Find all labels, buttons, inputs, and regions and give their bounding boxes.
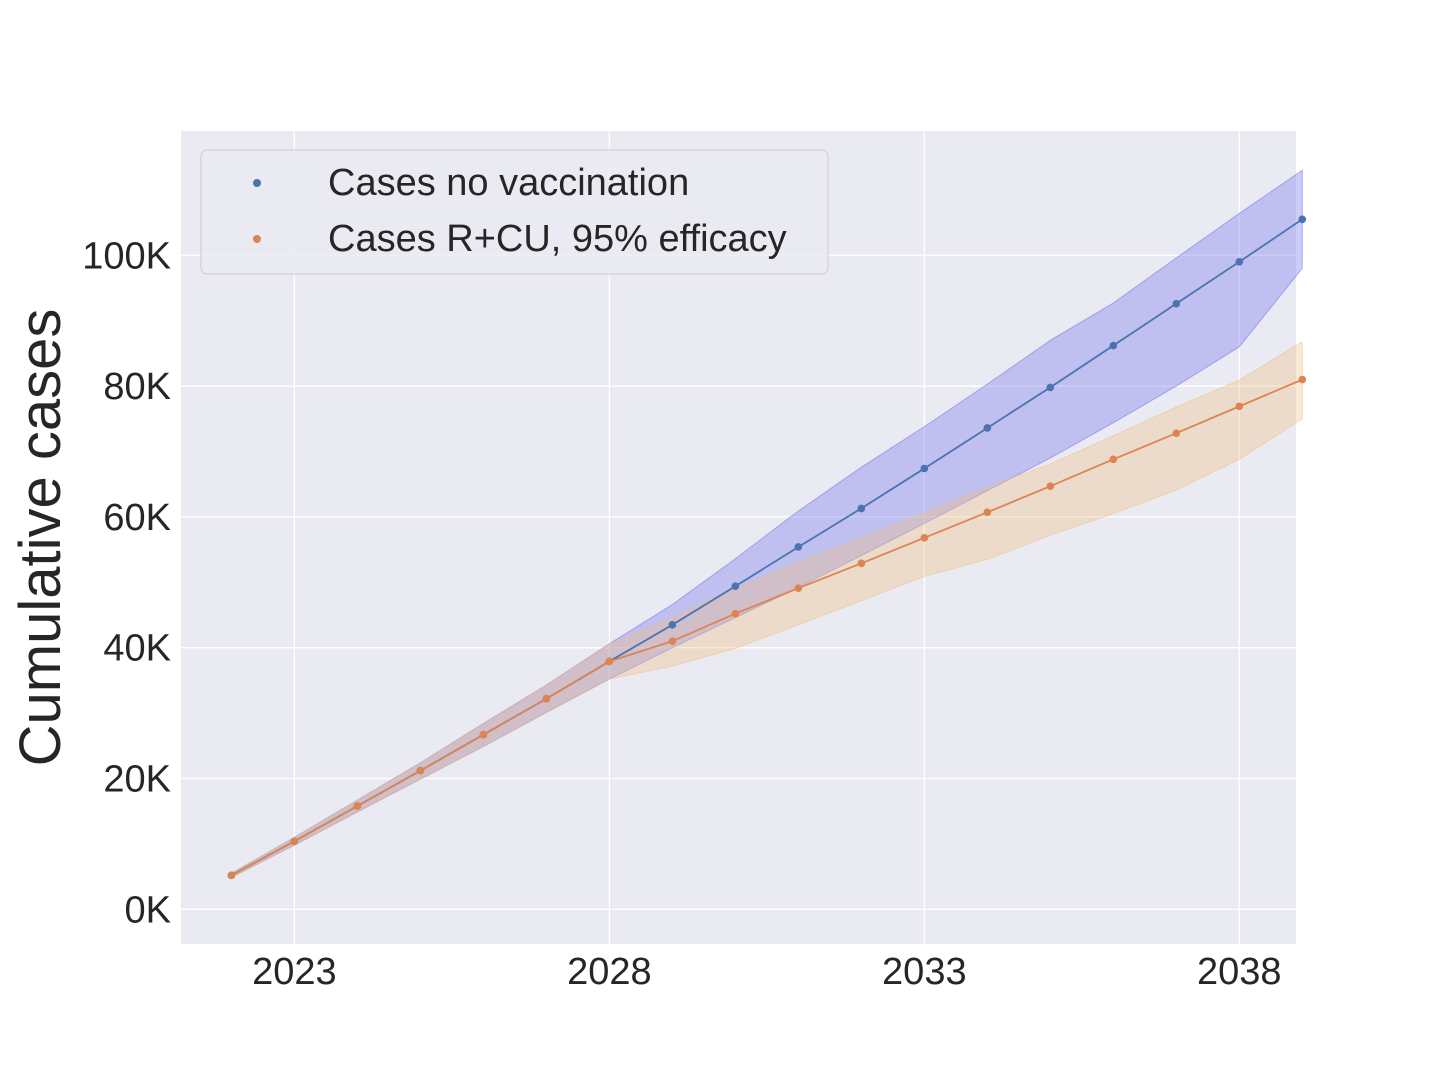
y-tick-label: 60K bbox=[103, 497, 171, 539]
legend: Cases no vaccination Cases R+CU, 95% effi… bbox=[200, 149, 829, 275]
confidence-bands bbox=[230, 169, 1303, 879]
legend-box bbox=[200, 149, 829, 275]
data-point bbox=[227, 871, 236, 880]
data-point bbox=[794, 543, 803, 551]
data-point bbox=[1046, 482, 1055, 490]
data-point bbox=[1235, 402, 1244, 411]
data-point bbox=[1298, 375, 1307, 384]
data-point bbox=[542, 694, 551, 703]
y-tick-label: 100K bbox=[82, 235, 171, 277]
data-point bbox=[731, 609, 740, 618]
series-lines bbox=[230, 218, 1303, 877]
data-point bbox=[857, 504, 866, 513]
legend-label: Cases R+CU, 95% efficacy bbox=[328, 218, 787, 260]
data-point bbox=[605, 657, 614, 666]
legend-label: Cases no vaccination bbox=[328, 162, 689, 204]
series-line bbox=[230, 378, 1303, 877]
data-point bbox=[920, 464, 929, 473]
x-tick-label: 2033 bbox=[882, 951, 967, 993]
legend-marker bbox=[253, 179, 261, 187]
x-tick-label: 2023 bbox=[252, 951, 337, 993]
data-point bbox=[668, 621, 677, 629]
data-point bbox=[983, 508, 992, 517]
legend-marker bbox=[253, 235, 261, 243]
data-point bbox=[416, 766, 425, 775]
data-point bbox=[353, 802, 362, 810]
data-point bbox=[794, 584, 803, 592]
data-point bbox=[920, 534, 929, 542]
data-point bbox=[1298, 215, 1307, 224]
data-point bbox=[1235, 258, 1244, 266]
y-tick-label: 20K bbox=[103, 759, 171, 801]
tick-labels: 2023 2028 2033 2038 0K 20K 40K 60K 80K 100K bbox=[82, 235, 1281, 993]
y-tick-label: 80K bbox=[103, 366, 171, 408]
data-point bbox=[479, 730, 488, 739]
x-tick-label: 2038 bbox=[1197, 951, 1282, 993]
confidence-band bbox=[230, 340, 1303, 879]
data-point bbox=[1046, 383, 1055, 392]
data-point bbox=[731, 582, 740, 591]
data-point bbox=[1109, 455, 1118, 464]
data-point bbox=[1172, 429, 1181, 437]
series-points bbox=[227, 215, 1307, 880]
data-point bbox=[983, 424, 992, 432]
data-point bbox=[668, 637, 677, 645]
y-tick-label: 0K bbox=[125, 889, 171, 931]
x-tick-label: 2028 bbox=[567, 951, 652, 993]
data-point bbox=[1109, 341, 1118, 350]
y-axis-label: Cumulative cases bbox=[8, 309, 73, 767]
y-tick-label: 40K bbox=[103, 628, 171, 670]
data-point bbox=[1172, 299, 1181, 308]
data-point bbox=[290, 837, 299, 846]
data-point bbox=[857, 559, 866, 568]
